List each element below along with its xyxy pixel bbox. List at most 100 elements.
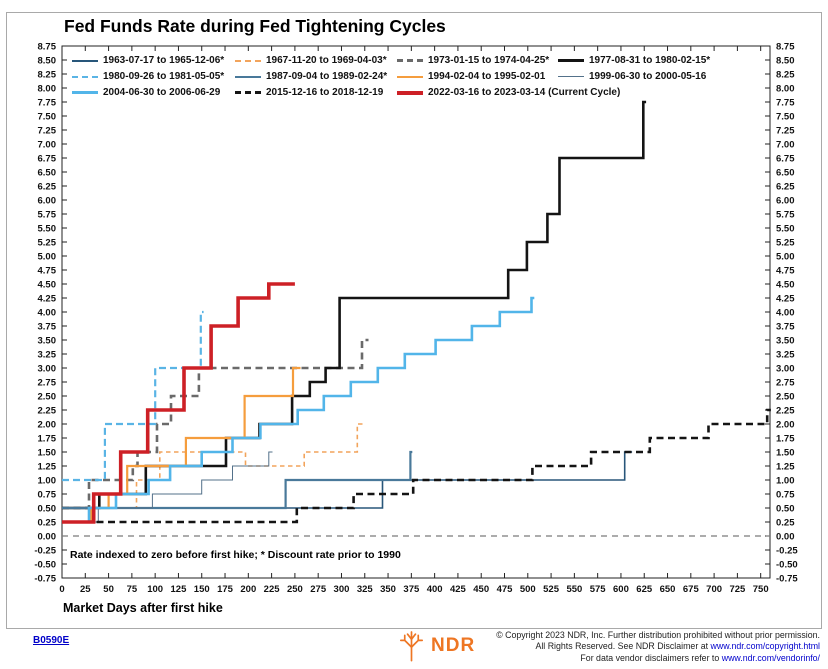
y-tick-label-right: 4.50 (776, 280, 795, 291)
chart-code-link[interactable]: B0590E (33, 635, 70, 646)
series-line (62, 296, 535, 524)
legend-label: 1987-09-04 to 1989-02-24* (266, 71, 388, 82)
y-tick-label-right: 0.50 (776, 504, 795, 515)
vendorinfo-link[interactable]: www.ndr.com/vendorinfo/ (721, 652, 820, 663)
y-tick-label-left: 5.25 (38, 238, 57, 249)
x-tick-label: 700 (706, 584, 722, 595)
x-tick-label: 300 (334, 584, 350, 595)
y-tick-label-left: 8.75 (38, 42, 57, 53)
plot-border (61, 45, 771, 579)
ndr-logo-icon (399, 631, 424, 662)
y-tick-label-left: 2.00 (38, 420, 57, 431)
x-tick-label: 400 (427, 584, 443, 595)
copyright-block: © Copyright 2023 NDR, Inc. Further distr… (496, 630, 820, 664)
x-tick-label: 25 (80, 584, 91, 595)
x-tick-label: 425 (450, 584, 467, 595)
annotation-note: Rate indexed to zero before first hike; … (70, 549, 401, 561)
y-tick-label-right: 3.75 (776, 322, 795, 333)
y-tick-label-right: 7.25 (776, 126, 795, 137)
copyright-line-2: All Rights Reserved. See NDR Disclaimer … (535, 641, 820, 652)
y-tick-label-right: 8.00 (776, 84, 795, 95)
y-tick-label-left: 0.00 (38, 532, 57, 543)
y-tick-label-right: 7.00 (776, 140, 795, 151)
y-tick-label-left: 1.00 (38, 476, 57, 487)
x-tick-label: 450 (473, 584, 489, 595)
page-title: Fed Funds Rate during Fed Tightening Cyc… (64, 16, 446, 36)
y-tick-label-right: 1.00 (776, 476, 795, 487)
y-tick-label-right: 2.50 (776, 392, 795, 403)
legend-label: 1973-01-15 to 1974-04-25* (428, 55, 550, 66)
x-tick-label: 75 (127, 584, 138, 595)
legend-swatch (397, 90, 423, 95)
legend-swatch (72, 59, 98, 62)
y-tick-label-right: 6.50 (776, 168, 795, 179)
y-tick-label-right: 0.75 (776, 490, 795, 501)
series-line (62, 100, 647, 510)
series-line (62, 282, 295, 524)
y-tick-label-right: 6.75 (776, 154, 795, 165)
y-tick-label-right: 8.25 (776, 70, 795, 81)
y-tick-label-right: 4.25 (776, 294, 795, 305)
y-tick-label-right: 4.00 (776, 308, 795, 319)
y-tick-label-right: -0.50 (776, 560, 798, 571)
y-tick-label-left: 5.75 (38, 210, 57, 221)
series-line (62, 408, 771, 524)
y-tick-label-right: 6.25 (776, 182, 795, 193)
y-tick-label-left: 5.50 (38, 224, 57, 235)
x-tick-label: 250 (287, 584, 303, 595)
y-tick-label-left: -0.75 (34, 574, 56, 585)
y-tick-label-right: 1.75 (776, 434, 795, 445)
copyright-link[interactable]: www.ndr.com/copyright.html (710, 641, 820, 652)
x-tick-label: 0 (59, 584, 64, 595)
x-tick-label: 275 (310, 584, 327, 595)
y-tick-label-right: 5.00 (776, 252, 795, 263)
legend-label: 2004-06-30 to 2006-06-29 (103, 87, 221, 98)
y-tick-label-right: 3.00 (776, 364, 795, 375)
chart-legend: 1963-07-17 to 1965-12-06* 1967-11-20 to 1… (72, 53, 710, 100)
y-tick-label-right: 2.75 (776, 378, 795, 389)
x-tick-label: 375 (403, 584, 420, 595)
y-tick-label-right: 6.00 (776, 196, 795, 207)
y-tick-label-left: 6.50 (38, 168, 57, 179)
legend-item: 2004-06-30 to 2006-06-29 (72, 85, 235, 100)
x-tick-label: 750 (753, 584, 769, 595)
series-line (62, 423, 365, 509)
legend-swatch (72, 75, 98, 78)
x-axis: 0 25 50 75 100 125 150 175 200 225 250 275 300 325 350… (59, 46, 769, 595)
legend-label: 1980-09-26 to 1981-05-05* (103, 71, 225, 82)
legend-swatch (235, 75, 261, 78)
y-tick-label-left: 2.75 (38, 378, 57, 389)
y-tick-label-left: 0.25 (38, 518, 57, 529)
x-axis-title: Market Days after first hike (63, 601, 223, 615)
legend-swatch (397, 75, 423, 78)
y-tick-label-left: 8.50 (38, 56, 57, 67)
x-tick-label: 675 (683, 584, 700, 595)
legend-label: 1967-11-20 to 1969-04-03* (266, 55, 387, 66)
legend-item: 1987-09-04 to 1989-02-24* (235, 69, 397, 84)
y-tick-label-right: -0.25 (776, 546, 798, 557)
y-tick-label-left: 4.25 (38, 294, 57, 305)
y-tick-label-left: 3.00 (38, 364, 57, 375)
y-tick-label-right: -0.75 (776, 574, 798, 585)
legend-label: 1994-02-04 to 1995-02-01 (428, 71, 546, 82)
series-line (62, 366, 301, 524)
y-tick-label-right: 0.00 (776, 532, 795, 543)
y-tick-label-left: 8.00 (38, 84, 57, 95)
y-tick-label-left: 1.50 (38, 448, 57, 459)
legend-item: 1963-07-17 to 1965-12-06* (72, 53, 235, 68)
y-tick-label-right: 3.25 (776, 350, 795, 361)
y-tick-label-left: -0.50 (34, 560, 56, 571)
y-tick-label-left: 4.50 (38, 280, 57, 291)
y-tick-label-left: -0.25 (34, 546, 56, 557)
copyright-line-1: © Copyright 2023 NDR, Inc. Further distr… (496, 630, 820, 640)
y-tick-label-left: 7.75 (38, 98, 57, 109)
legend-item: 1994-02-04 to 1995-02-01 (397, 69, 558, 84)
y-tick-label-right: 1.25 (776, 462, 795, 473)
legend-swatch (72, 91, 98, 94)
x-tick-label: 350 (380, 584, 396, 595)
legend-item: 1980-09-26 to 1981-05-05* (72, 69, 235, 84)
y-tick-label-right: 1.50 (776, 448, 795, 459)
copyright-line-3: For data vendor disclaimers refer to www… (580, 652, 820, 663)
